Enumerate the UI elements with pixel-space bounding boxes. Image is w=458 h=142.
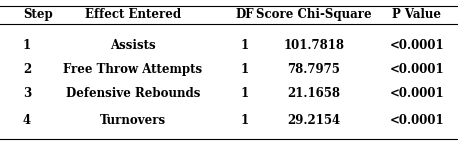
Text: 1: 1 <box>241 63 249 76</box>
Text: P Value: P Value <box>393 8 441 21</box>
Text: 101.7818: 101.7818 <box>283 39 344 52</box>
Text: 1: 1 <box>241 39 249 52</box>
Text: Defensive Rebounds: Defensive Rebounds <box>65 87 200 100</box>
Text: <0.0001: <0.0001 <box>389 87 444 100</box>
Text: Effect Entered: Effect Entered <box>85 8 181 21</box>
Text: 3: 3 <box>23 87 31 100</box>
Text: <0.0001: <0.0001 <box>389 63 444 76</box>
Text: Free Throw Attempts: Free Throw Attempts <box>63 63 202 76</box>
Text: DF: DF <box>236 8 254 21</box>
Text: 21.1658: 21.1658 <box>287 87 340 100</box>
Text: 1: 1 <box>241 114 249 127</box>
Text: 1: 1 <box>23 39 31 52</box>
Text: 2: 2 <box>23 63 31 76</box>
Text: 1: 1 <box>241 87 249 100</box>
Text: Assists: Assists <box>110 39 156 52</box>
Text: Score Chi-Square: Score Chi-Square <box>256 8 371 21</box>
Text: 78.7975: 78.7975 <box>287 63 340 76</box>
Text: <0.0001: <0.0001 <box>389 39 444 52</box>
Text: Step: Step <box>23 8 53 21</box>
Text: <0.0001: <0.0001 <box>389 114 444 127</box>
Text: 29.2154: 29.2154 <box>287 114 340 127</box>
Text: Turnovers: Turnovers <box>100 114 166 127</box>
Text: 4: 4 <box>23 114 31 127</box>
